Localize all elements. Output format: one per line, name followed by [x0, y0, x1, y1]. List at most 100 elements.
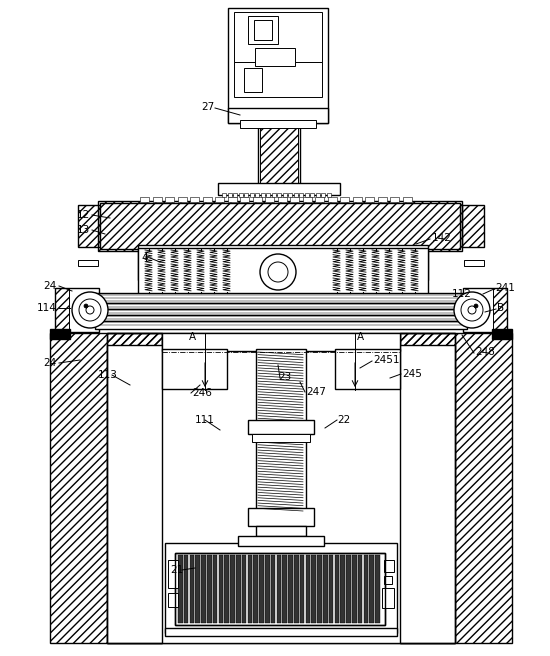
Bar	[207, 555, 212, 623]
Bar	[258, 123, 300, 185]
Bar	[283, 193, 287, 197]
Bar	[265, 555, 269, 623]
Bar	[184, 555, 188, 623]
Bar	[259, 555, 263, 623]
Bar	[202, 197, 212, 202]
Bar	[222, 193, 226, 197]
Text: 22: 22	[337, 415, 350, 425]
Bar	[55, 288, 69, 332]
Bar	[384, 560, 394, 572]
Bar	[252, 197, 261, 202]
Bar	[463, 288, 507, 332]
Bar	[266, 193, 270, 197]
Bar	[233, 193, 237, 197]
Bar	[384, 576, 392, 584]
Circle shape	[260, 254, 296, 290]
Bar	[290, 197, 299, 202]
Bar	[256, 526, 306, 536]
Bar	[390, 197, 399, 202]
Bar	[168, 560, 178, 588]
Text: B: B	[497, 303, 504, 313]
Bar	[162, 333, 400, 351]
Bar	[224, 555, 229, 623]
Bar	[334, 555, 339, 623]
Bar	[201, 555, 206, 623]
Bar	[138, 245, 428, 280]
Text: 142: 142	[432, 233, 452, 243]
Circle shape	[84, 304, 88, 308]
Bar	[165, 543, 397, 633]
Bar	[464, 260, 484, 266]
Bar	[95, 293, 467, 303]
Bar	[305, 193, 309, 197]
Text: A: A	[189, 332, 196, 342]
Text: 13: 13	[77, 225, 90, 235]
Bar	[228, 193, 232, 197]
Bar	[272, 193, 276, 197]
Bar	[255, 193, 259, 197]
Bar	[218, 555, 223, 623]
Bar	[329, 555, 333, 623]
Bar	[239, 193, 243, 197]
Bar	[230, 555, 235, 623]
Bar	[252, 434, 310, 442]
Text: 245: 245	[402, 369, 422, 379]
Text: 114: 114	[37, 303, 57, 313]
Bar	[265, 197, 274, 202]
Circle shape	[268, 262, 288, 282]
Bar	[190, 555, 194, 623]
Bar	[95, 315, 467, 321]
Text: 2451: 2451	[373, 355, 399, 365]
Bar	[315, 197, 324, 202]
Bar	[294, 555, 299, 623]
Bar	[377, 197, 387, 202]
Text: 246: 246	[192, 388, 212, 398]
Bar	[340, 197, 349, 202]
Bar	[300, 555, 304, 623]
Bar	[228, 8, 328, 123]
Bar	[165, 628, 397, 636]
Bar	[277, 193, 281, 197]
Circle shape	[468, 306, 476, 314]
Text: 4: 4	[141, 253, 148, 263]
Text: 27: 27	[202, 102, 215, 112]
Bar	[178, 197, 186, 202]
Bar	[228, 197, 236, 202]
Bar	[236, 555, 240, 623]
Bar	[327, 193, 331, 197]
Bar	[317, 555, 322, 623]
Bar	[100, 203, 460, 249]
Bar	[382, 588, 394, 608]
Bar	[238, 536, 324, 546]
Bar	[288, 555, 293, 623]
Bar	[240, 197, 249, 202]
Bar	[107, 345, 455, 643]
Text: 241: 241	[495, 283, 515, 293]
Bar	[234, 12, 322, 62]
Bar	[364, 555, 368, 623]
Bar	[375, 555, 379, 623]
Bar	[340, 555, 345, 623]
Circle shape	[79, 299, 101, 321]
Bar	[107, 333, 162, 643]
Bar	[352, 555, 356, 623]
Bar	[165, 197, 174, 202]
Circle shape	[461, 299, 483, 321]
Text: 12: 12	[77, 210, 90, 220]
Bar	[323, 555, 327, 623]
Bar	[175, 553, 385, 625]
Circle shape	[72, 292, 108, 328]
Bar	[260, 125, 298, 183]
Bar	[278, 197, 287, 202]
Bar	[195, 555, 200, 623]
Text: 24: 24	[44, 358, 57, 368]
Text: 24: 24	[44, 281, 57, 291]
Bar	[168, 593, 178, 607]
Text: 248: 248	[475, 347, 495, 357]
Bar	[190, 197, 199, 202]
Circle shape	[474, 304, 478, 308]
Bar	[302, 197, 311, 202]
Bar	[310, 193, 314, 197]
Bar	[288, 193, 292, 197]
Bar	[178, 555, 183, 623]
